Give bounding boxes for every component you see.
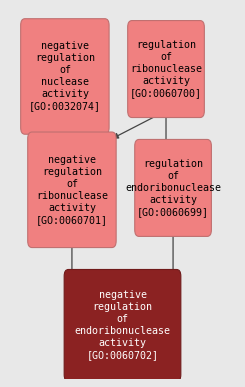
FancyBboxPatch shape bbox=[135, 139, 211, 236]
FancyBboxPatch shape bbox=[21, 19, 109, 134]
Text: regulation
of
ribonuclease
activity
[GO:0060700]: regulation of ribonuclease activity [GO:… bbox=[130, 40, 202, 98]
Text: negative
regulation
of
nuclease
activity
[GO:0032074]: negative regulation of nuclease activity… bbox=[29, 41, 101, 111]
FancyBboxPatch shape bbox=[28, 132, 116, 248]
FancyBboxPatch shape bbox=[64, 269, 181, 381]
FancyBboxPatch shape bbox=[128, 21, 204, 118]
Text: regulation
of
endoribonuclease
activity
[GO:0060699]: regulation of endoribonuclease activity … bbox=[125, 159, 221, 217]
Text: negative
regulation
of
endoribonuclease
activity
[GO:0060702]: negative regulation of endoribonuclease … bbox=[74, 290, 171, 360]
Text: negative
regulation
of
ribonuclease
activity
[GO:0060701]: negative regulation of ribonuclease acti… bbox=[36, 155, 108, 225]
